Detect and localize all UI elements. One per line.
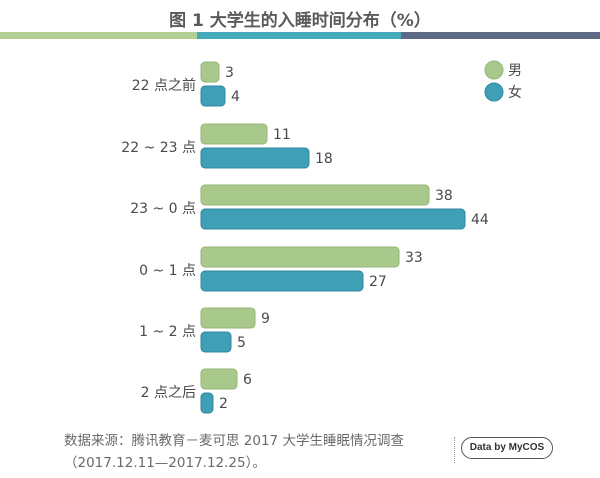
header-stripe-slate <box>401 32 600 39</box>
legend-label: 女 <box>508 84 522 101</box>
data-label: 5 <box>237 335 246 351</box>
category-label: 2 点之后 <box>141 385 196 401</box>
data-label: 27 <box>369 274 387 290</box>
chart-title: 图 1 大学生的入睡时间分布（%） <box>169 11 431 31</box>
bar-male <box>200 307 256 329</box>
header-stripe-green <box>0 32 197 39</box>
category-label: 22 点之前 <box>132 77 196 94</box>
data-label: 9 <box>261 311 270 327</box>
legend-swatch-male <box>484 60 504 80</box>
bar-female <box>200 208 466 230</box>
data-label: 3 <box>225 65 234 81</box>
footnote-dates: （2017.12.11—2017.12.25）。 <box>64 455 266 471</box>
header-stripe-teal <box>197 32 401 39</box>
data-label: 4 <box>231 89 240 105</box>
footnote-divider <box>454 437 455 463</box>
data-label: 2 <box>219 396 228 412</box>
data-label: 44 <box>471 212 489 228</box>
bar-female <box>200 331 232 353</box>
bar-female <box>200 392 214 414</box>
category-label: 0 ~ 1 点 <box>139 263 196 279</box>
bar-male <box>200 184 430 206</box>
bar-chart: 22 点之前 3 4 22 ~ 23 点 11 18 23 ~ 0 点 38 44 0 ~ 1 点… <box>121 60 522 414</box>
data-label: 18 <box>315 151 333 167</box>
category-label: 23 ~ 0 点 <box>130 201 196 217</box>
data-label: 11 <box>273 127 291 143</box>
data-source-badge: Data by MyCOS <box>461 437 553 459</box>
data-label: 38 <box>435 188 453 204</box>
legend-label: 男 <box>508 63 522 79</box>
category-label: 1 ~ 2 点 <box>139 324 196 340</box>
footnote-source: 数据来源：腾讯教育－麦可思 2017 大学生睡眠情况调查 <box>64 433 404 449</box>
data-label: 33 <box>405 250 423 266</box>
bar-male <box>200 368 238 390</box>
bar-male <box>200 61 220 83</box>
bar-male <box>200 123 268 145</box>
bar-male <box>200 246 400 268</box>
category-label: 22 ~ 23 点 <box>121 140 196 156</box>
data-label: 6 <box>243 372 252 388</box>
bar-female <box>200 147 310 169</box>
bar-female <box>200 270 364 292</box>
legend-swatch-female <box>484 82 504 102</box>
bar-female <box>200 85 226 107</box>
